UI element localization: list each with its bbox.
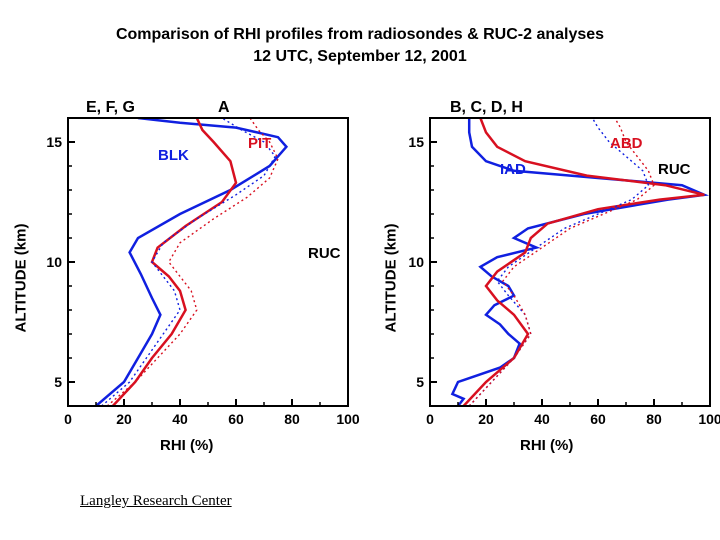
- svg-text:PIT: PIT: [248, 135, 271, 152]
- svg-text:15: 15: [408, 134, 424, 150]
- svg-text:20: 20: [116, 411, 132, 427]
- right-ylabel: ALTITUDE (km): [382, 224, 399, 333]
- left-xlabel: RHI (%): [160, 437, 213, 454]
- footer-text: Langley Research Center: [80, 493, 232, 510]
- svg-text:60: 60: [228, 411, 244, 427]
- left-chart: ALTITUDE (km) RHI (%) 0 20 40 60 80 100 5 10 15 B…: [0, 98, 370, 458]
- svg-text:ABD: ABD: [610, 135, 643, 152]
- right-chart: ALTITUDE (km) RHI (%) 0 20 40 60 80 100 5 10 15 I…: [370, 98, 720, 458]
- svg-text:40: 40: [172, 411, 188, 427]
- title-line-2: 12 UTC, September 12, 2001: [253, 48, 466, 65]
- chart-title: Comparison of RHI profiles from radioson…: [0, 0, 720, 67]
- svg-text:IAD: IAD: [500, 161, 526, 178]
- svg-text:15: 15: [46, 134, 62, 150]
- svg-text:A: A: [218, 99, 230, 116]
- svg-text:RUC: RUC: [308, 245, 341, 262]
- svg-text:RUC: RUC: [658, 161, 691, 178]
- svg-text:10: 10: [46, 254, 62, 270]
- svg-text:5: 5: [416, 374, 424, 390]
- charts-row: ALTITUDE (km) RHI (%) 02040608010051015B…: [0, 98, 720, 458]
- right-xlabel: RHI (%): [520, 437, 573, 454]
- svg-text:100: 100: [336, 411, 360, 427]
- svg-text:20: 20: [478, 411, 494, 427]
- svg-text:10: 10: [408, 254, 424, 270]
- svg-text:BLK: BLK: [158, 147, 189, 164]
- title-line-1: Comparison of RHI profiles from radioson…: [116, 26, 604, 43]
- svg-text:5: 5: [54, 374, 62, 390]
- svg-text:B, C, D, H: B, C, D, H: [450, 99, 523, 116]
- svg-text:0: 0: [64, 411, 72, 427]
- svg-text:80: 80: [284, 411, 300, 427]
- svg-text:E, F, G: E, F, G: [86, 99, 135, 116]
- svg-text:100: 100: [698, 411, 720, 427]
- svg-text:0: 0: [426, 411, 434, 427]
- svg-text:80: 80: [646, 411, 662, 427]
- svg-text:40: 40: [534, 411, 550, 427]
- left-ylabel: ALTITUDE (km): [12, 224, 29, 333]
- right-chart-svg: 0 20 40 60 80 100 5 10 15 IAD ABD RUC B, C, D, H: [370, 98, 720, 438]
- left-chart-svg: 0 20 40 60 80 100 5 10 15 BLK PIT RUC E, F, G A: [0, 98, 370, 438]
- svg-text:60: 60: [590, 411, 606, 427]
